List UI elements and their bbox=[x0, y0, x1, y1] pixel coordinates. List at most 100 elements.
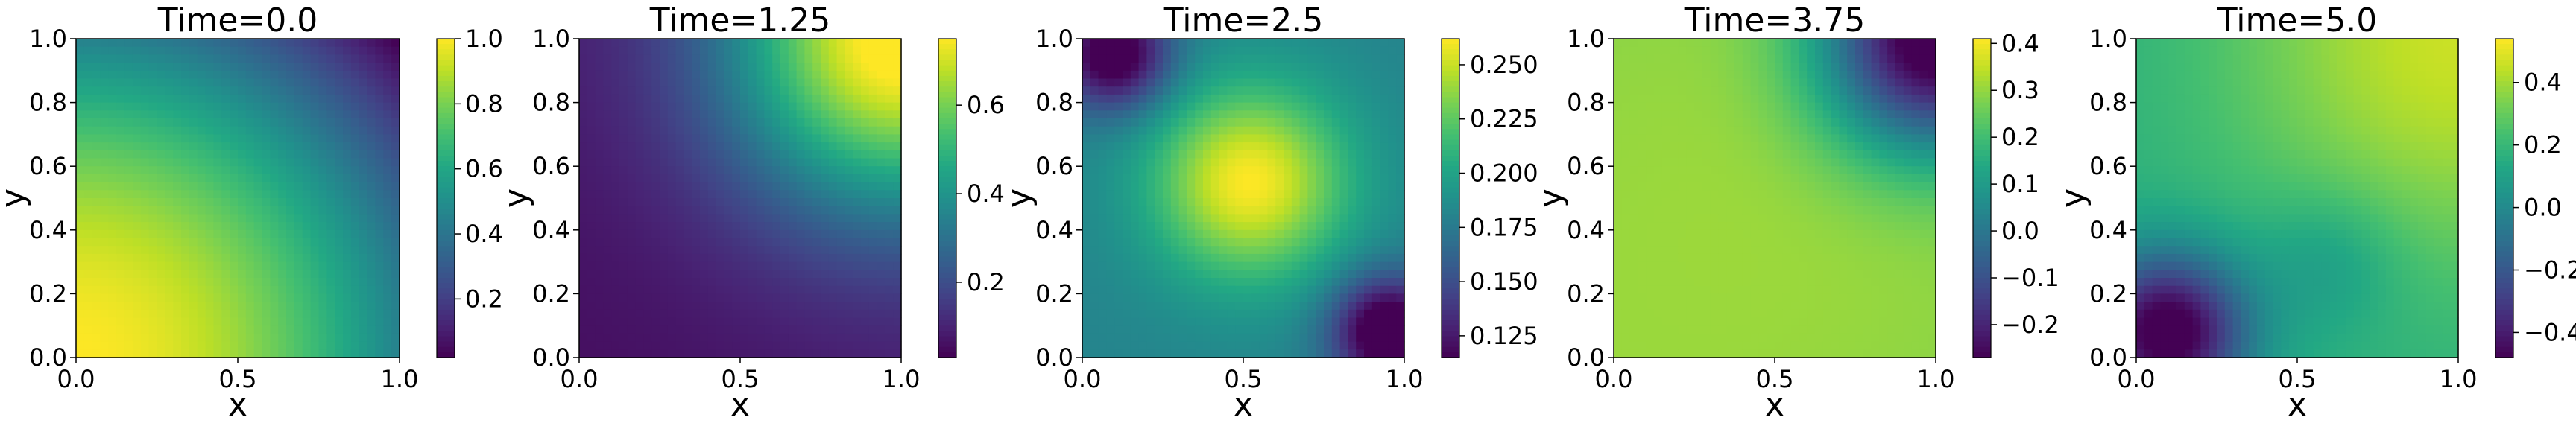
colorbar-segment bbox=[938, 171, 956, 177]
heatmap-cell bbox=[619, 110, 628, 118]
heatmap-cell bbox=[116, 214, 124, 222]
heatmap-cell bbox=[1300, 318, 1308, 326]
heatmap-cell bbox=[1203, 103, 1211, 111]
heatmap-cell bbox=[1372, 254, 1380, 262]
heatmap-cell bbox=[1275, 254, 1284, 262]
heatmap-cell bbox=[343, 86, 351, 95]
heatmap-cell bbox=[206, 342, 214, 350]
heatmap-cell bbox=[1356, 174, 1364, 182]
heatmap-cell bbox=[596, 159, 604, 167]
heatmap-cell bbox=[821, 262, 829, 270]
heatmap-cell bbox=[286, 302, 294, 310]
heatmap-cell bbox=[76, 110, 84, 118]
heatmap-cell bbox=[221, 118, 230, 127]
heatmap-cell bbox=[885, 206, 893, 214]
heatmap-cell bbox=[101, 118, 109, 127]
heatmap-cell bbox=[76, 270, 84, 278]
heatmap-cell bbox=[812, 325, 821, 334]
heatmap-cell bbox=[1372, 103, 1380, 111]
heatmap-cell bbox=[660, 318, 668, 326]
heatmap-cell bbox=[869, 182, 877, 191]
heatmap-cell bbox=[246, 214, 254, 222]
heatmap-cell bbox=[1082, 127, 1090, 135]
heatmap-cell bbox=[1260, 79, 1268, 87]
heatmap-cell bbox=[1131, 238, 1139, 247]
heatmap-cell bbox=[853, 110, 861, 118]
heatmap-cell bbox=[885, 254, 893, 262]
heatmap-cell bbox=[1251, 278, 1260, 286]
heatmap-cell bbox=[821, 254, 829, 262]
heatmap-cell bbox=[165, 103, 173, 111]
heatmap-cell bbox=[740, 110, 748, 118]
heatmap-cell bbox=[343, 54, 351, 63]
heatmap-cell bbox=[108, 103, 116, 111]
heatmap-cell bbox=[821, 103, 829, 111]
heatmap-cell bbox=[294, 334, 303, 342]
heatmap-cell bbox=[1307, 103, 1316, 111]
heatmap-cell bbox=[1099, 127, 1107, 135]
heatmap-cell bbox=[837, 54, 845, 63]
heatmap-cell bbox=[716, 318, 724, 326]
heatmap-cell bbox=[651, 278, 660, 286]
heatmap-cell bbox=[1243, 286, 1251, 294]
heatmap-cell bbox=[1211, 270, 1219, 278]
heatmap-cell bbox=[1235, 278, 1243, 286]
colorbar-segment bbox=[437, 342, 455, 348]
heatmap-cell bbox=[1146, 95, 1155, 103]
heatmap-cell bbox=[1082, 118, 1090, 127]
colorbar-segment bbox=[437, 251, 455, 257]
heatmap-cell bbox=[1300, 214, 1308, 222]
heatmap-cell bbox=[877, 86, 886, 95]
heatmap-cell bbox=[1187, 246, 1195, 254]
heatmap-cell bbox=[383, 293, 391, 302]
heatmap-cell bbox=[1219, 238, 1228, 247]
heatmap-cell bbox=[359, 71, 367, 79]
colorbar-segment bbox=[437, 145, 455, 151]
heatmap-cell bbox=[1251, 238, 1260, 247]
heatmap-cell bbox=[804, 342, 812, 350]
heatmap-cell bbox=[311, 134, 319, 142]
heatmap-cell bbox=[1187, 118, 1195, 127]
heatmap-cell bbox=[668, 325, 676, 334]
colorbar-segment bbox=[437, 193, 455, 199]
heatmap-cell bbox=[230, 278, 238, 286]
heatmap-cell bbox=[812, 110, 821, 118]
heatmap-cell bbox=[1388, 206, 1396, 214]
heatmap-cell bbox=[246, 286, 254, 294]
heatmap-cell bbox=[700, 54, 708, 63]
heatmap-cell bbox=[303, 190, 311, 198]
heatmap-cell bbox=[270, 206, 278, 214]
heatmap-cell bbox=[789, 54, 797, 63]
heatmap-cell bbox=[238, 134, 246, 142]
heatmap-cell bbox=[1163, 334, 1171, 342]
heatmap-cell bbox=[1090, 39, 1099, 47]
heatmap-cell bbox=[343, 302, 351, 310]
heatmap-cell bbox=[1114, 39, 1123, 47]
heatmap-cell bbox=[1275, 342, 1284, 350]
heatmap-cell bbox=[1187, 325, 1195, 334]
heatmap-cell bbox=[845, 302, 853, 310]
heatmap-cell bbox=[1267, 127, 1275, 135]
heatmap-cell bbox=[877, 39, 886, 47]
heatmap-cell bbox=[708, 286, 716, 294]
heatmap-cell bbox=[286, 182, 294, 191]
heatmap-cell bbox=[1372, 214, 1380, 222]
heatmap-cell bbox=[1243, 63, 1251, 71]
heatmap-cell bbox=[375, 47, 383, 55]
heatmap-cell bbox=[359, 214, 367, 222]
heatmap-cell bbox=[286, 270, 294, 278]
heatmap-cell bbox=[157, 334, 165, 342]
heatmap-cell bbox=[124, 63, 133, 71]
heatmap-cell bbox=[651, 262, 660, 270]
heatmap-cell bbox=[262, 47, 271, 55]
heatmap-cell bbox=[1219, 254, 1228, 262]
heatmap-cell bbox=[1340, 262, 1348, 270]
heatmap-cell bbox=[173, 118, 181, 127]
heatmap-cell bbox=[845, 142, 853, 150]
heatmap-cell bbox=[1316, 95, 1324, 103]
colorbar-segment bbox=[938, 113, 956, 119]
heatmap-cell bbox=[254, 134, 262, 142]
heatmap-cell bbox=[1260, 302, 1268, 310]
heatmap-cell bbox=[1292, 302, 1300, 310]
heatmap-cell bbox=[1396, 118, 1404, 127]
